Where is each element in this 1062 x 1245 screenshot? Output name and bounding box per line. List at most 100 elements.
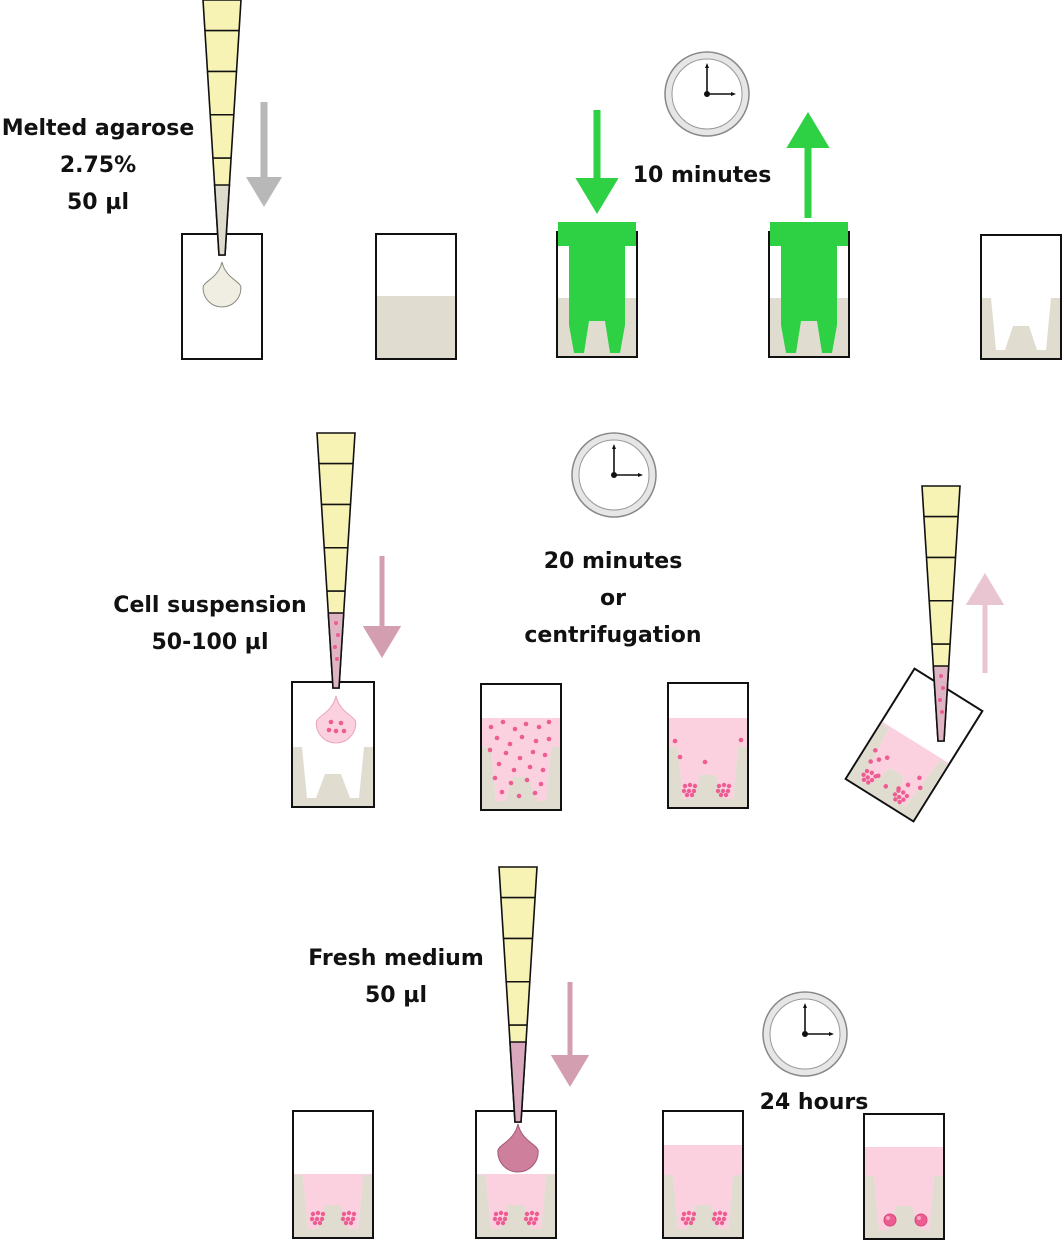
cell-dot — [508, 780, 514, 786]
cell-dot — [341, 1211, 347, 1217]
label-agarose-line3: 50 µl — [66, 190, 129, 215]
cell-dot — [546, 719, 552, 725]
cell-dot — [340, 1216, 346, 1222]
cell-dot — [702, 759, 708, 765]
cell-dot — [883, 784, 889, 789]
cell-dot — [532, 790, 538, 796]
pipette-fluid — [509, 1041, 527, 1123]
cell-dot — [896, 788, 901, 793]
stamp-body — [781, 246, 837, 353]
clock-center — [704, 91, 710, 97]
cell-dot — [712, 1211, 718, 1217]
cell-dot — [540, 767, 546, 773]
cell-dot — [901, 797, 906, 802]
cell-dot — [940, 710, 944, 714]
cell-dot — [722, 1211, 728, 1217]
agarose-mold — [669, 747, 747, 807]
label-wait-line3: centrifugation — [524, 623, 702, 648]
label-cells-line2: 50-100 µl — [151, 630, 269, 655]
cell-dot — [939, 674, 943, 678]
cell-dot — [512, 726, 518, 732]
cell-dot — [328, 719, 334, 725]
clock-hand-tip — [803, 1003, 807, 1008]
cell-dot — [683, 1220, 689, 1226]
cell-dot — [917, 775, 922, 781]
cell-dot — [343, 1220, 349, 1226]
row-2-cells — [291, 432, 1005, 823]
arrow-head — [246, 177, 282, 207]
cell-dot — [531, 1220, 537, 1226]
cell-dot — [686, 1210, 692, 1216]
cell-dot — [335, 657, 339, 661]
label-ten-minutes: 10 minutes — [632, 163, 772, 188]
cell-dot — [688, 1220, 694, 1226]
spheroid — [914, 1213, 928, 1227]
cell-dot — [341, 728, 347, 734]
cell-dot — [684, 792, 690, 798]
cell-dot — [538, 781, 544, 787]
cell-dot — [714, 1220, 720, 1226]
cell-dot — [893, 797, 898, 802]
cell-dot — [309, 1216, 315, 1222]
arrow-head — [965, 573, 1005, 605]
agarose-mold — [847, 723, 948, 820]
agarose-mold — [294, 1175, 372, 1237]
cell-dot — [524, 1211, 530, 1217]
pipette-fluid — [213, 184, 231, 256]
label-wait: 20 minutes or centrifugation — [503, 543, 723, 654]
row-3-medium — [292, 866, 945, 1240]
label-cells-line1: Cell suspension — [113, 593, 307, 618]
cell-dot — [526, 1220, 532, 1226]
cell-dot — [941, 686, 945, 690]
cell-dot — [685, 1216, 691, 1222]
cell-dot — [314, 1216, 320, 1222]
well-icon — [480, 683, 562, 811]
cell-dot — [319, 1216, 325, 1222]
cell-dot — [310, 1211, 316, 1217]
cell-dot — [691, 1211, 697, 1217]
cell-dot — [868, 759, 873, 764]
cell-dot — [334, 621, 338, 625]
cell-dot — [492, 1216, 498, 1222]
well-icon — [662, 1110, 744, 1239]
cell-dot — [546, 736, 552, 742]
label-wait-line2: or — [600, 586, 626, 611]
cell-dot — [530, 749, 536, 755]
label-agarose-line2: 2.75% — [59, 153, 137, 178]
cell-dot — [345, 1216, 351, 1222]
cell-dot — [721, 1216, 727, 1222]
tilted-well — [844, 667, 984, 823]
cell-dot — [534, 1211, 540, 1217]
spheroid-highlight — [886, 1216, 890, 1220]
cell-dot — [873, 748, 878, 753]
well-icon — [292, 1110, 374, 1239]
spheroid — [883, 1213, 897, 1227]
droplet-icon — [202, 261, 242, 308]
cell-dot — [717, 1210, 723, 1216]
well-icon — [844, 667, 984, 823]
stamp-body — [569, 246, 625, 353]
pipette-fluid — [932, 665, 950, 742]
cell-dot — [869, 777, 875, 783]
clock-hand-tip — [705, 63, 709, 68]
cell-dot — [738, 737, 744, 743]
cell-dot — [519, 734, 525, 740]
cell-dot — [529, 1210, 535, 1216]
cell-dot — [687, 782, 693, 788]
cell-dot — [320, 1211, 326, 1217]
spheroid-highlight — [917, 1216, 921, 1220]
stamp-icon — [770, 222, 848, 353]
label-agarose-line1: Melted agarose — [1, 116, 195, 141]
cell-dot — [523, 1216, 529, 1222]
agarose-mold — [482, 747, 560, 809]
droplet-icon — [497, 1123, 539, 1173]
clock-hand-tip — [638, 473, 643, 477]
cell-dot — [681, 788, 687, 794]
clock-icon — [664, 51, 750, 137]
cell-dot — [516, 793, 522, 799]
cell-dot — [503, 1211, 509, 1217]
clock-icon — [762, 991, 848, 1077]
row-1-agarose — [181, 0, 1062, 360]
cell-dot — [721, 782, 727, 788]
